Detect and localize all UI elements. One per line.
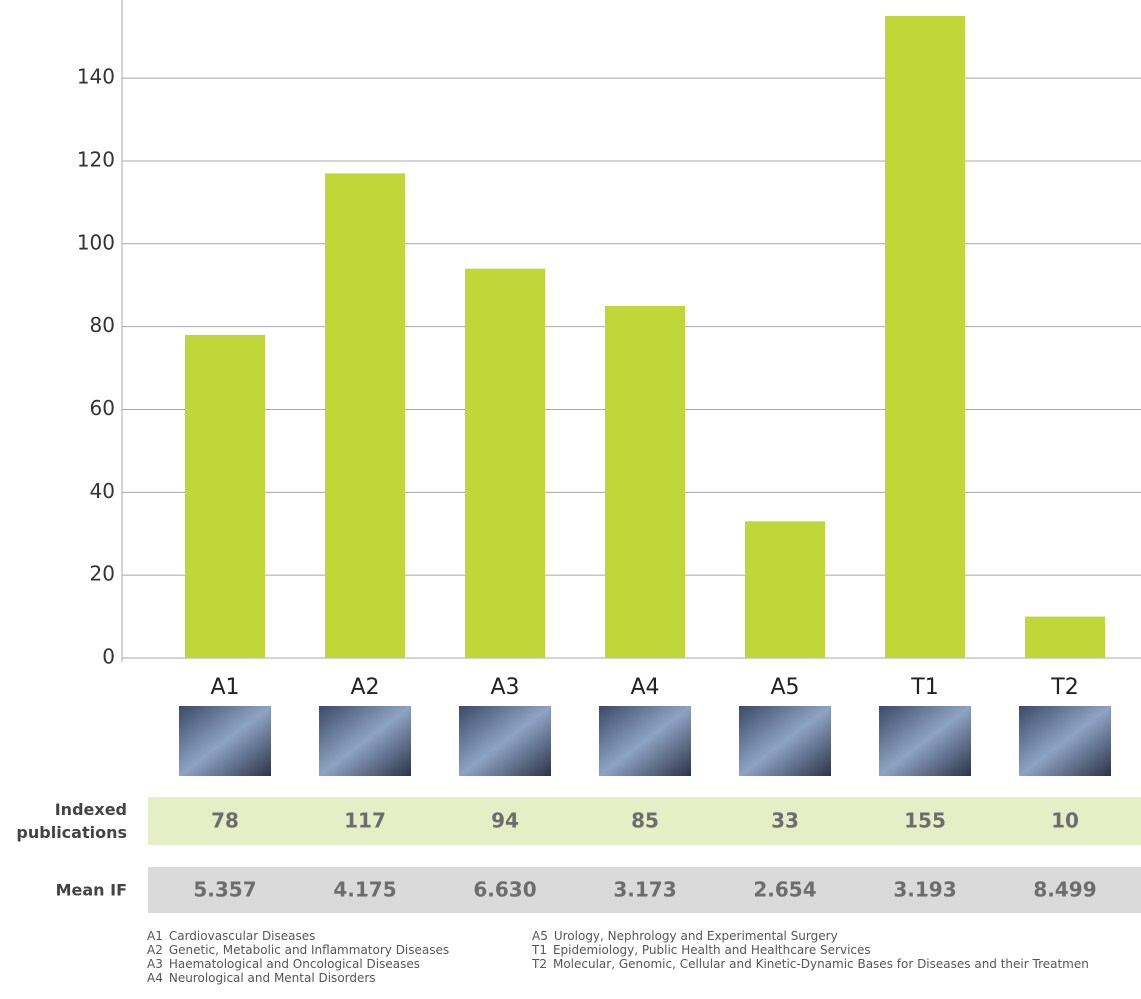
mean-if-cell: 8.499: [1033, 878, 1096, 902]
bar: [1025, 616, 1105, 658]
x-tick-label: T2: [1050, 675, 1078, 700]
mean-if-cell: 2.654: [753, 878, 816, 902]
legend-entry: A5 Urology, Nephrology and Experimental S…: [532, 929, 838, 943]
legend-entry: A4 Neurological and Mental Disorders: [147, 971, 376, 985]
x-tick-label: A2: [350, 675, 379, 700]
y-tick-label: 0: [102, 645, 115, 669]
y-tick-label: 140: [77, 65, 115, 89]
mean-if-cell: 3.173: [613, 878, 676, 902]
category-photo: [459, 706, 551, 776]
legend-code: T1: [531, 943, 547, 957]
y-tick-label: 40: [90, 479, 115, 503]
category-photo: [179, 706, 271, 776]
y-tick-label: 60: [90, 396, 115, 420]
legend-entry: A1 Cardiovascular Diseases: [147, 929, 315, 943]
y-tick-label: 100: [77, 230, 115, 254]
legend-code: A2: [147, 943, 163, 957]
legend-entry: T2 Molecular, Genomic, Cellular and Kinet…: [531, 957, 1089, 971]
legend-name: Cardiovascular Diseases: [169, 929, 316, 943]
y-tick-label: 80: [90, 313, 115, 337]
legend-name: Haematological and Oncological Diseases: [169, 957, 420, 971]
mean-if-cell: 3.193: [893, 878, 956, 902]
mean-if-cell: 4.175: [333, 878, 396, 902]
category-photo: [739, 706, 831, 776]
publications-row-bg: [148, 797, 1141, 845]
bar: [465, 268, 545, 658]
x-tick-label: A3: [490, 675, 519, 700]
y-tick-label: 20: [90, 562, 115, 586]
legend-name: Molecular, Genomic, Cellular and Kinetic…: [553, 957, 1089, 971]
mean-if-label: Mean IF: [56, 881, 127, 900]
legend-name: Epidemiology, Public Health and Healthca…: [553, 943, 871, 957]
y-tick-label: 120: [77, 147, 115, 171]
legend-name: Genetic, Metabolic and Inflammatory Dise…: [169, 943, 449, 957]
category-photo: [879, 706, 971, 776]
publications-cell: 10: [1051, 809, 1079, 833]
legend-code: A3: [147, 957, 163, 971]
bar: [745, 521, 825, 658]
bar: [325, 173, 405, 658]
category-photo: [319, 706, 411, 776]
mean-if-cell: 5.357: [193, 878, 256, 902]
legend-code: A1: [147, 929, 163, 943]
publications-label: Indexed publications: [16, 800, 127, 842]
legend-name: Neurological and Mental Disorders: [169, 971, 376, 985]
publications-cell: 85: [631, 809, 659, 833]
legend-code: A5: [532, 929, 548, 943]
legend-entry: A2 Genetic, Metabolic and Inflammatory Di…: [147, 943, 449, 957]
x-tick-label: A5: [770, 675, 799, 700]
publications-cell: 33: [771, 809, 799, 833]
x-tick-label: T1: [910, 675, 938, 700]
x-tick-label: A1: [210, 675, 239, 700]
mean-if-row-bg: [148, 867, 1141, 913]
publications-cell: 78: [211, 809, 239, 833]
legend-entry: A3 Haematological and Oncological Disease…: [147, 957, 420, 971]
category-photo: [1019, 706, 1111, 776]
category-photo: [599, 706, 691, 776]
mean-if-cell: 6.630: [473, 878, 536, 902]
legend-name: Urology, Nephrology and Experimental Sur…: [554, 929, 838, 943]
publications-cell: 117: [344, 809, 386, 833]
publications-cell: 94: [491, 809, 519, 833]
bar: [185, 334, 265, 658]
x-tick-label: A4: [630, 675, 659, 700]
legend-code: T2: [531, 957, 547, 971]
bar: [605, 305, 685, 658]
bar: [885, 16, 965, 658]
legend-code: A4: [147, 971, 163, 985]
publications-cell: 155: [904, 809, 946, 833]
legend-entry: T1 Epidemiology, Public Health and Health…: [531, 943, 871, 957]
